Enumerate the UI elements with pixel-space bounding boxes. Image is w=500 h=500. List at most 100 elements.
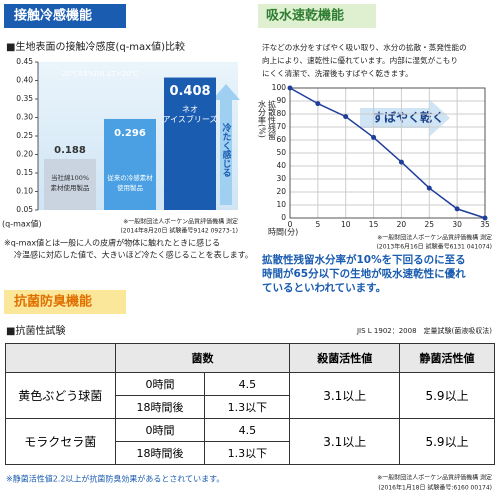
cell: 5.9以上 (399, 372, 495, 419)
y-tick-label: 0.30 (16, 113, 33, 122)
y-tick-label: 40 (276, 161, 286, 170)
bar (44, 158, 96, 210)
section-title: 吸水速乾機能 (266, 8, 344, 24)
y-tick-label: 0 (281, 213, 286, 222)
axis-label: (q-max値) (2, 219, 42, 229)
x-tick-label: 15 (369, 220, 379, 229)
cell: 黄色ぶどう球菌 (5, 372, 116, 419)
header-cell: 殺菌活性値 (289, 343, 401, 373)
section-title: 接触冷感機能 (14, 8, 92, 24)
y-tick-label: 80 (276, 109, 286, 118)
plot-frame (289, 87, 486, 219)
source: (2016年1月18日 試験番号:6160 00174) (378, 484, 492, 492)
y-tick-label: 100 (272, 83, 287, 92)
header-cell (5, 343, 116, 373)
description: 汗などの水分をすばやく吸い取り、水分の拡散・蒸発性能の (262, 42, 467, 52)
x-tick-label: 0 (288, 220, 293, 229)
cell: 18時間後 (114, 395, 206, 419)
highlight: ているといわれています。 (262, 282, 386, 294)
axis-label: 拡散性残留 (268, 99, 277, 141)
cell: 1.3以下 (204, 395, 291, 419)
cell: 18時間後 (114, 441, 206, 465)
table: 菌数 殺菌活性値 静菌活性値 黄色ぶどう球菌 0時間 4.5 3.1以上 5.9以上 18時間後… (5, 343, 495, 465)
point (315, 101, 321, 107)
y-tick-label: 60 (276, 135, 286, 144)
source: ※一般財団法人ボーケン品質評価機構 測定 (377, 474, 492, 482)
x-tick-label: 30 (452, 220, 462, 229)
y-tick-label: 10 (276, 200, 286, 209)
arrow-label: 冷たく感じる (221, 122, 232, 177)
y-tick-label: 0.10 (16, 187, 33, 196)
bar (164, 77, 216, 210)
point (482, 215, 488, 221)
point (454, 206, 460, 212)
category-label: 従来の冷感素材 (107, 173, 153, 182)
axis-label: 時間(分) (268, 228, 298, 237)
cell: モラクセラ菌 (5, 418, 116, 465)
y-tick-label: 30 (276, 174, 286, 183)
value-label: 0.296 (114, 128, 146, 139)
point (371, 134, 377, 140)
source: (2014年8月20日 試験番号9142 09273-1) (120, 227, 238, 235)
x-tick-label: 10 (341, 220, 351, 229)
category-label: 使用製品 (117, 183, 143, 192)
axis-label: 水分率(%) (258, 99, 267, 138)
row: 菌数 殺菌活性値 静菌活性値 (5, 343, 495, 373)
point (398, 159, 404, 165)
source: (2013年6月16日 試験番号6131 041074) (377, 243, 492, 251)
note: ※静菌活性値2.2以上が抗菌防臭効果があるとされています。 (6, 474, 224, 484)
description: にくく清潔で、洗濯後もすばやく乾きます。 (262, 68, 413, 78)
y-tick-label: 20 (276, 187, 286, 196)
line (289, 87, 486, 219)
y-tick-label: 0.45 (16, 57, 33, 66)
standard: JIS L 1902：2008 定量試験(菌液吸収法) (356, 326, 492, 335)
point (426, 185, 432, 191)
annotation: すばやく乾く (372, 110, 444, 125)
cell: 4.5 (204, 418, 291, 442)
y-tick-label: 0.20 (16, 150, 33, 159)
category-label: ネオ (182, 105, 198, 114)
header-cell: 静菌活性値 (399, 343, 495, 373)
y-tick-label: 0.15 (16, 168, 33, 177)
arrow (212, 84, 240, 205)
section-title: 抗菌防臭機能 (14, 294, 92, 310)
chart-title: ■生地表面の接触冷感度(q-max値)比較 (6, 40, 185, 53)
y-tick-label: 0.05 (16, 205, 33, 214)
y-tick-label: 50 (276, 148, 286, 157)
note: 冷温感に対応した値で、大きいほど冷たく感じることを表します。 (14, 250, 253, 260)
cell: 3.1以上 (289, 418, 401, 465)
category-label: アイスブリーズ (163, 114, 218, 124)
value-label: 0.408 (169, 84, 210, 99)
highlight: 拡散性残留水分率が10%を下回るのに至る (262, 253, 466, 266)
cell: 0時間 (114, 372, 206, 396)
bar (104, 118, 156, 210)
source: ※一般財団法人ボーケン品質評価機構 測定 (123, 218, 238, 226)
x-tick-label: 25 (425, 220, 435, 229)
x-tick-label: 20 (397, 220, 407, 229)
cell: 1.3以下 (204, 441, 291, 465)
cell: 3.1以上 (289, 372, 401, 419)
row: モラクセラ菌 0時間 4.5 3.1以上 5.9以上 (5, 418, 495, 465)
header-banner (258, 4, 376, 28)
header-banner (4, 4, 126, 28)
point (343, 114, 349, 120)
y-tick-label: 70 (276, 122, 286, 131)
header-banner (4, 290, 126, 314)
x-tick-label: 5 (315, 220, 320, 229)
highlight: 時間が65分以下の生地が吸水速乾性に優れ (262, 267, 466, 280)
y-tick-label: 0.25 (16, 131, 33, 140)
y-tick-label: 90 (276, 96, 286, 105)
row: 18時間後 1.3以下 (6, 441, 495, 465)
cell: 5.9以上 (399, 418, 495, 465)
cell: 0時間 (114, 418, 206, 442)
description: 向上により、速乾性に優れています。内部に湿気がこもり (262, 55, 458, 65)
category-label: 当社綿100% (51, 173, 89, 182)
y-tick-label: 0.35 (16, 94, 33, 103)
source: ※一般財団法人ボーケン品質評価機構 測定 (377, 234, 492, 242)
subtitle: ■抗菌性試験 (6, 324, 65, 337)
condition: 20℃65%RH ΔT=20℃ (62, 70, 139, 78)
note: ※q-max値とは一般に人の皮膚が物体に触れたときに感じる (4, 238, 220, 248)
row: 黄色ぶどう球菌 0時間 4.5 3.1以上 5.9以上 (5, 372, 495, 419)
